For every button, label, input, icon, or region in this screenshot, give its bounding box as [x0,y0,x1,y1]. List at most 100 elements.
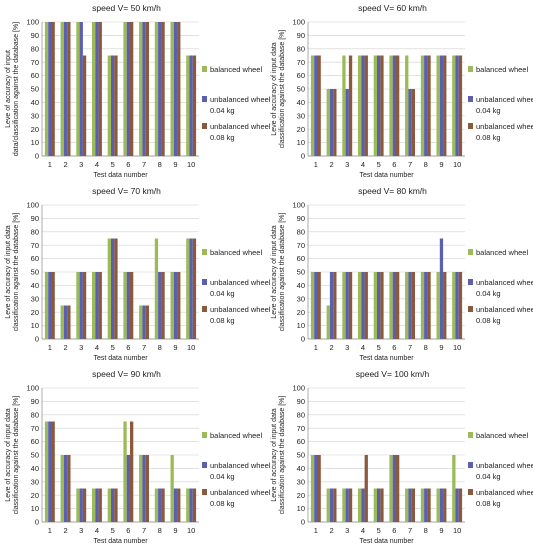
bar [123,272,127,339]
bar [170,22,174,156]
y-tick-label: 100 [292,384,305,393]
bar [396,272,400,339]
bar [427,488,431,522]
bar [455,488,459,522]
bar [424,272,428,339]
bar [345,89,349,156]
bar [177,272,181,339]
bar [44,421,49,522]
bar [76,22,80,156]
bar [345,272,349,339]
y-axis-label: classification against the database [%] [13,213,20,332]
legend-label: unbalanced wheel [210,278,271,287]
bar [177,488,181,522]
x-tick-label: 1 [314,526,318,535]
chart-panel: speed V= 100 km/h 0 10 20 30 40 50 60 70 80 90 100 1… [271,369,533,545]
y-tick-label: 10 [31,504,39,513]
bar [173,22,178,156]
legend: balanced wheel unbalanced wheel 0.04 kg unb… [468,431,533,508]
bar [317,55,321,156]
bar [452,455,456,522]
bars [310,55,463,156]
bar [317,272,321,339]
y-tick-label: 100 [292,201,305,210]
x-tick-label: 2 [329,160,333,169]
bar [329,488,334,522]
bar [98,488,102,522]
y-tick-label: 0 [35,152,39,161]
bar [158,488,162,522]
legend-label: 0.04 kg [210,106,235,115]
bar [358,488,362,522]
bar [333,272,337,339]
bar [326,488,330,522]
y-axis-label: classification against the database [%] [279,213,286,332]
y-tick-label: 60 [297,437,305,446]
y-axis-label: Leve of accuracy of input data [5,408,12,501]
bar [420,272,425,339]
y-tick-label: 20 [31,491,39,500]
bar [373,272,377,339]
bar [139,455,143,522]
y-tick-label: 40 [31,464,39,473]
chart-panel: speed V= 50 km/h 0 10 20 30 40 50 60 70 80 90 100 1 2… [5,3,271,179]
x-axis-label: Test data number [359,538,414,545]
x-axis-label: Test data number [93,355,148,362]
bar [458,55,463,156]
chart-title: speed V= 100 km/h [356,369,430,379]
bar [92,272,96,339]
legend-label: balanced wheel [476,65,528,74]
bar [161,22,165,156]
bar [60,22,64,156]
bar [439,488,444,522]
y-axis-label: Leve of accuracy of input data [271,42,278,135]
bar [192,55,197,156]
y-tick-label: 100 [26,201,39,210]
bar [145,305,149,339]
bar [126,272,130,339]
y-tick-label: 30 [297,111,305,120]
bar [377,272,381,339]
bar [111,238,115,339]
y-tick-label: 0 [301,518,305,527]
bar [82,272,87,339]
y-tick-label: 20 [31,125,39,134]
legend-swatch [202,96,207,102]
y-axis-label: Leve of accuracy of input data [271,225,278,318]
legend-swatch [202,462,207,468]
bar [44,22,49,156]
legend-label: 0.04 kg [476,472,501,481]
bar [189,488,193,522]
x-tick-label: 6 [392,160,396,169]
y-axis-label: Leve of accuracy of input [5,50,12,128]
bar [420,488,425,522]
bar [392,272,396,339]
bar [436,55,440,156]
x-tick-label: 8 [158,160,162,169]
legend-label: 0.08 kg [210,499,235,508]
y-tick-label: 0 [35,518,39,527]
bar [111,488,115,522]
bar [67,305,71,339]
bar [107,55,111,156]
bar [48,272,52,339]
y-tick-label: 70 [31,58,39,67]
bar [189,238,193,339]
chart-panel: speed V= 90 km/h 0 10 20 30 40 50 60 70 80 90 100 1 2… [5,369,271,545]
y-tick-label: 70 [31,241,39,250]
legend-label: unbalanced wheel [476,278,533,287]
y-tick-label: 30 [297,294,305,303]
legend: balanced wheel unbalanced wheel 0.04 kg unb… [202,431,271,508]
x-tick-label: 10 [187,526,195,535]
y-tick-label: 40 [31,281,39,290]
x-tick-label: 5 [111,526,115,535]
bar [48,22,52,156]
y-axis-label: classification against the database [%] [13,396,20,515]
bar [455,272,459,339]
bar [424,488,428,522]
bar [408,272,412,339]
y-tick-label: 50 [297,85,305,94]
bar [396,455,400,522]
x-tick-label: 2 [63,526,67,535]
bar [333,89,337,156]
